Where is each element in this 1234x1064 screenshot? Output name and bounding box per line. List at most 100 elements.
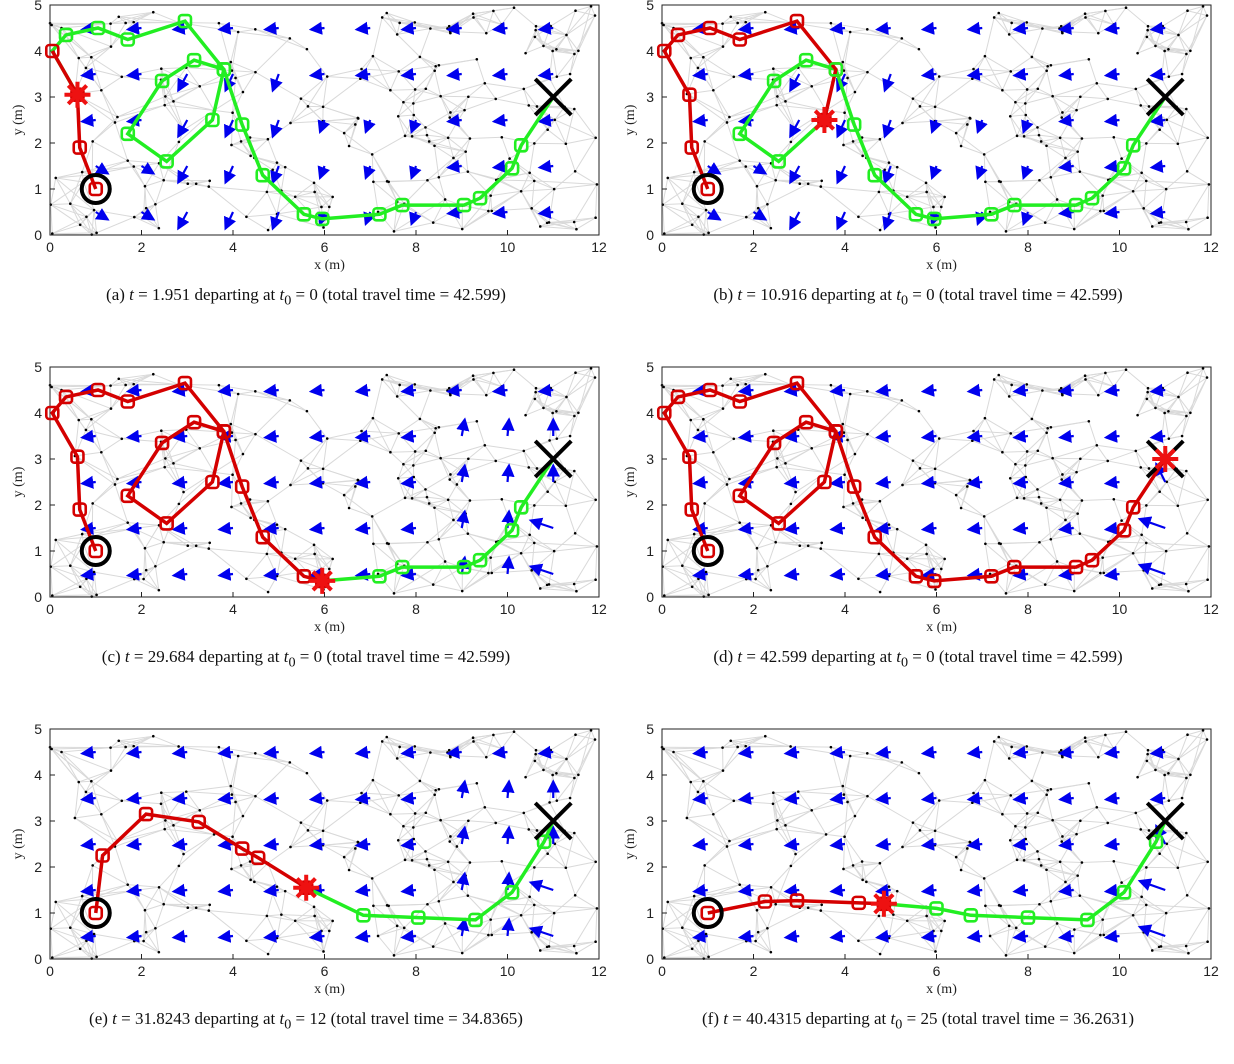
graph-edge [985,17,994,56]
graph-node [396,925,399,928]
graph-node [1014,463,1017,466]
graph-node [447,498,450,501]
graph-edge [1015,102,1025,103]
graph-node [594,861,597,864]
graph-edge [420,781,439,789]
graph-edge [785,463,826,472]
graph-edge [1178,500,1208,506]
graph-edge [893,529,897,552]
graph-node [133,578,136,581]
graph-node [426,496,429,499]
graph-edge [255,753,290,762]
graph-edge [246,579,268,592]
y-axis-label: y (m) [11,828,26,859]
graph-edge [550,436,570,440]
flow-arrow [508,420,510,437]
graph-edge [880,139,889,162]
graph-edge [450,32,486,34]
graph-node [328,930,331,933]
graph-node [528,895,531,898]
graph-edge [530,143,535,172]
graph-node [984,180,987,183]
graph-edge [51,544,84,567]
flow-arrow [357,936,371,938]
graph-edge [214,472,233,474]
graph-edge [734,69,774,77]
graph-node [467,532,470,535]
graph-edge [867,796,912,822]
flow-arrow [128,936,142,938]
graph-edge [1062,394,1098,396]
graph-edge [128,161,159,164]
graph-node [381,740,384,743]
graph-edge [1077,461,1108,472]
graph-edge [496,813,524,823]
y-tick-label: 0 [34,589,42,605]
x-tick-label: 2 [750,601,758,617]
flow-arrow [1152,166,1166,168]
graph-edge [79,771,111,782]
graph-edge [285,529,314,545]
graph-edge [268,847,291,863]
flow-arrow [1106,482,1120,484]
graph-edge [398,477,414,478]
graph-node [1036,449,1039,452]
flow-arrow [1060,528,1074,530]
flow-arrow [540,752,554,754]
graph-node [1073,590,1076,593]
graph-edge [323,480,358,483]
graph-node [574,532,577,535]
graph-node [464,150,467,153]
flow-arrow [1106,574,1120,576]
graph-edge [398,115,414,116]
graph-node [744,21,747,24]
graph-edge [134,529,164,543]
flow-arrow [357,390,371,392]
graph-node [276,523,279,526]
graph-node [807,544,810,547]
graph-node [983,153,986,156]
graph-edge [867,434,912,460]
graph-edge [1025,96,1052,103]
x-tick-label: 6 [321,601,329,617]
graph-node [594,738,597,741]
flow-arrow [462,512,465,529]
graph-node [276,161,279,164]
graph-node [732,75,735,78]
graph-node [411,497,414,500]
graph-edge [372,516,388,543]
graph-node [1076,512,1079,515]
flow-arrow [1060,120,1074,122]
caption-b: (b) t = 10.916 departing at t0 = 0 (tota… [612,285,1224,309]
graph-edge [79,409,111,420]
graph-edge [433,223,462,229]
graph-edge [268,123,291,139]
graph-node [1009,115,1012,118]
graph-edge [390,433,398,452]
graph-node [126,521,129,524]
graph-node [934,226,937,229]
graph-edge [51,902,56,929]
graph-node [100,451,103,454]
graph-node [198,447,201,450]
graph-node [533,542,536,545]
graph-node [456,483,459,486]
x-tick-label: 4 [229,601,237,617]
graph-edge [403,464,413,465]
graph-node [1059,136,1062,139]
graph-node [313,915,316,918]
y-tick-label: 1 [34,543,42,559]
graph-node [412,102,415,105]
graph-node [164,95,167,98]
graph-edge [246,554,266,579]
graph-node [1125,6,1128,9]
graph-node [918,48,921,51]
graph-edge [200,448,214,472]
graph-edge [867,29,919,49]
graph-node [254,71,257,74]
graph-node [1056,560,1059,563]
graph-node [110,769,113,772]
graph-edge [1108,461,1141,467]
graph-edge [843,475,844,507]
graph-node [1146,391,1149,394]
